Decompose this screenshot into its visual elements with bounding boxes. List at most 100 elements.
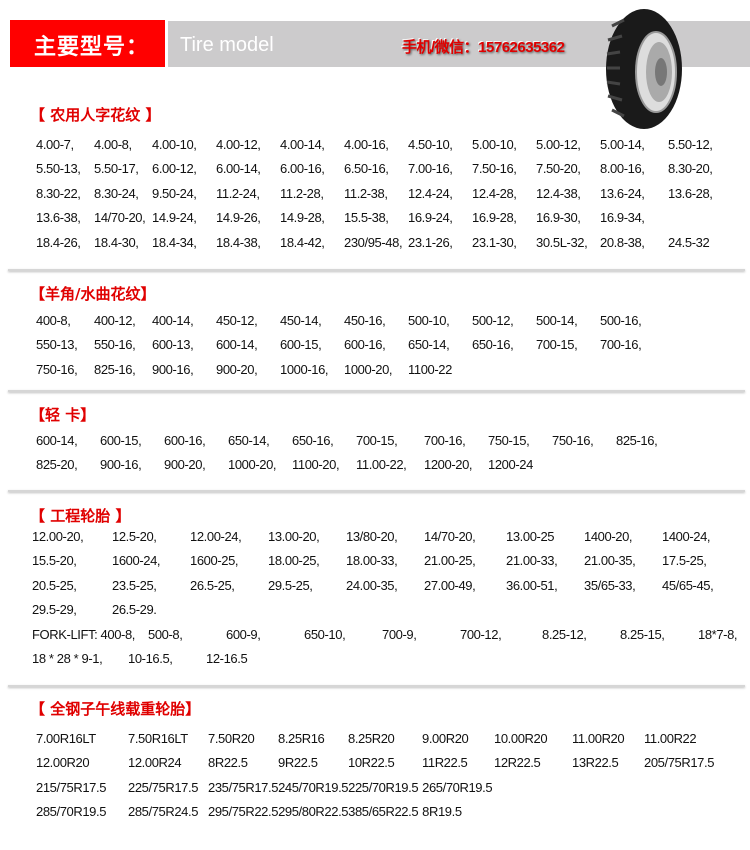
tire-model: 650-14, (408, 337, 450, 353)
model-row: 400-8, 400-12, 400-14, 450-12, 450-14, 450-16… (36, 309, 668, 333)
tire-model: 205/75R17.5 (644, 755, 715, 771)
tire-model: 700-9, (382, 626, 417, 642)
tire-model: 18.00-25, (268, 553, 320, 569)
model-row: 20.5-25, 23.5-25, 26.5-25, 29.5-25, 24.00-35… (32, 574, 750, 598)
tire-model: 29.5-25, (268, 577, 313, 593)
tire-model: 650-16, (292, 433, 334, 448)
tire-model: 4.00-16, (344, 137, 389, 152)
tire-model: 750-16, (552, 433, 594, 448)
tire-model: 750-15, (488, 433, 530, 448)
tire-model: 8.25R16 (278, 731, 325, 746)
model-row: 825-20, 900-16, 900-20, 1000-20, 1100-20, 11.… (36, 453, 680, 477)
tire-model: 18.4-38, (216, 234, 261, 250)
tire-model: 600-14, (216, 337, 258, 353)
tire-model: 8R22.5 (208, 755, 248, 771)
tire-model: 8.30-24, (94, 185, 139, 201)
tire-model: 7.00-16, (408, 161, 453, 177)
tire-model: 650-16, (472, 337, 514, 353)
tire-model: 385/65R22.5 (348, 804, 419, 820)
tire-model: 21.00-35, (584, 553, 636, 569)
tire-model: 500-14, (536, 313, 578, 328)
header-title-en: Tire model (180, 34, 274, 56)
tire-model: 5.00-12, (536, 137, 581, 152)
model-row: 15.5-20, 1600-24, 1600-25, 18.00-25, 18.00-3… (32, 549, 750, 573)
tire-model: 14.9-26, (216, 210, 261, 226)
tire-model: 10-16.5, (128, 650, 173, 666)
tire-model: 12.4-38, (536, 185, 581, 201)
tire-model: 12.4-24, (408, 185, 453, 201)
tire-model: 15.5-20, (32, 553, 77, 569)
tire-model: 900-16, (100, 457, 142, 473)
model-row: 12.00-20, 12.5-20, 12.00-24, 13.00-20, 13/80… (32, 525, 750, 549)
tire-model: 4.00-8, (94, 137, 132, 152)
tire-model: 4.00-7, (36, 137, 74, 152)
tire-model: 700-15, (536, 337, 578, 353)
tire-model: 600-16, (164, 433, 206, 448)
tire-model: 500-8, (148, 626, 183, 642)
model-row: 550-13, 550-16, 600-13, 600-14, 600-15, 600-1… (36, 333, 668, 357)
tire-model: 14.9-24, (152, 210, 197, 226)
tire-model: 11.00R22 (644, 731, 697, 746)
tire-model: 18.4-30, (94, 234, 139, 250)
tire-model: 18.4-42, (280, 234, 325, 250)
tire-model: 825-16, (616, 433, 658, 448)
tire-model: 450-14, (280, 313, 322, 328)
tire-model: 30.5L-32, (536, 234, 588, 250)
tire-model: 15.5-38, (344, 210, 389, 226)
tire-model: 4.00-10, (152, 137, 197, 152)
tire-model: 8.25-15, (620, 626, 665, 642)
tire-model: 8R19.5 (422, 804, 462, 820)
tire-model: 245/70R19.5 (278, 779, 349, 795)
tire-model: 285/75R24.5 (128, 804, 199, 820)
tire-model: 600-15, (100, 433, 142, 448)
tire-model: 450-16, (344, 313, 386, 328)
tire-model: 900-16, (152, 361, 194, 377)
tire-model: 16.9-30, (536, 210, 581, 226)
tire-model: 7.50-16, (472, 161, 517, 177)
tire-model: 650-10, (304, 626, 346, 642)
tire-model: 10.00R20 (494, 731, 548, 746)
tire-model: 1000-20, (344, 361, 393, 377)
tire-model: 24.00-35, (346, 577, 398, 593)
tire-model: 5.00-14, (600, 137, 645, 152)
tire-model: 13R22.5 (572, 755, 619, 771)
model-row: 7.00R16LT 7.50R16LT 7.50R20 8.25R16 8.25R20 9… (36, 727, 716, 751)
tire-model: 1100-22 (408, 361, 452, 377)
model-row: 215/75R17.5 225/75R17.5 235/75R17.5245/70R… (36, 776, 716, 800)
tire-model: 6.00-12, (152, 161, 197, 177)
tire-model: 11R22.5 (422, 755, 468, 771)
tire-model: 1600-24, (112, 553, 161, 569)
tire-model: 24.5-32 (668, 234, 710, 250)
tire-model: 700-12, (460, 626, 502, 642)
tire-model: 700-16, (600, 337, 642, 353)
tire-model: 5.50-12, (668, 137, 713, 152)
model-row: 600-14, 600-15, 600-16, 650-14, 650-16, 700-1… (36, 429, 680, 453)
tire-model: 825-20, (36, 457, 78, 473)
tire-model: 900-20, (164, 457, 206, 473)
tire-model: 13.6-38, (36, 210, 81, 226)
tire-model: 900-20, (216, 361, 258, 377)
tire-model: 7.00R16LT (36, 731, 96, 746)
model-list: 7.00R16LT 7.50R16LT 7.50R20 8.25R16 8.25R20 9… (36, 727, 716, 825)
tire-model: 4.00-12, (216, 137, 261, 152)
tire-model: 9.50-24, (152, 185, 197, 201)
model-list: 400-8, 400-12, 400-14, 450-12, 450-14, 450-16… (36, 309, 668, 382)
tire-model: 13/80-20, (346, 529, 398, 544)
tire-model: 13.6-28, (668, 185, 713, 201)
tire-model: 9.00R20 (422, 731, 469, 746)
tire-model: 27.00-49, (424, 577, 476, 593)
tire-model: 12.00R20 (36, 755, 90, 771)
model-row: 5.50-13, 5.50-17, 6.00-12, 6.00-14, 6.00-16,… (36, 157, 732, 181)
tire-model: 400-8, (36, 313, 71, 328)
tire-model: 26.5-25, (190, 577, 235, 593)
tire-model: 1200-24 (488, 457, 533, 473)
tire-model: 500-12, (472, 313, 514, 328)
tire-model: 1600-25, (190, 553, 239, 569)
tire-model: 825-16, (94, 361, 136, 377)
tire-model: 6.00-14, (216, 161, 261, 177)
tire-model: 1100-20, (292, 457, 340, 473)
tire-model: 225/70R19.5 (348, 779, 419, 795)
tire-model: 1400-24, (662, 529, 711, 544)
tire-model: 400-12, (94, 313, 136, 328)
model-list: 600-14, 600-15, 600-16, 650-14, 650-16, 700-1… (36, 429, 680, 478)
